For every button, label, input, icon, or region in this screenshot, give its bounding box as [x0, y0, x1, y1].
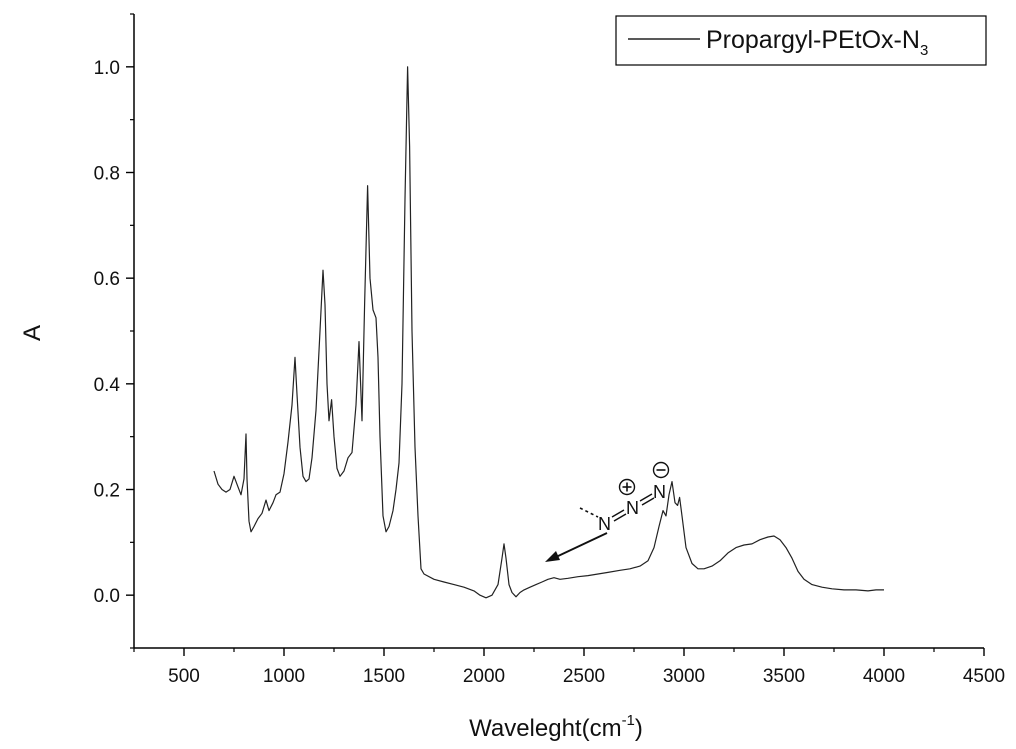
y-tick-label: 0.2 — [94, 481, 120, 502]
x-tick-label: 2000 — [463, 666, 505, 687]
annotation-arrowhead-icon — [545, 551, 560, 562]
x-axis-title-end: ) — [635, 715, 643, 742]
x-axis-title-superscript: -1 — [622, 712, 635, 729]
legend: Propargyl-PEtOx-N3 — [615, 15, 987, 66]
x-tick-label: 4500 — [963, 666, 1005, 687]
y-tick-label: 1.0 — [94, 58, 120, 79]
x-ticks: 500 1000 1500 2000 2500 3000 3500 4000 4500 — [133, 648, 1005, 687]
x-tick-label: 4000 — [863, 666, 905, 687]
series-line-propargyl-petox-n3 — [213, 66, 884, 599]
azide-annotation: N N N — [545, 461, 670, 562]
x-tick-label: 3000 — [663, 666, 705, 687]
legend-label-main: Propargyl-PEtOx-N — [706, 26, 920, 54]
x-axis-title: Waveleght(cm-1) — [469, 712, 643, 742]
legend-label: Propargyl-PEtOx-N3 — [706, 26, 928, 59]
x-tick-label: 1000 — [263, 666, 305, 687]
x-tick-label: 500 — [168, 666, 200, 687]
y-tick-label: 0.6 — [94, 269, 120, 290]
y-tick-label: 0.8 — [94, 164, 120, 185]
axes: 500 1000 1500 2000 2500 3000 3500 4000 4500 0.00… — [94, 13, 1005, 687]
azide-n1: N — [598, 514, 611, 534]
y-tick-label: 0.0 — [94, 586, 120, 607]
x-axis-title-main: Waveleght(cm — [469, 715, 621, 742]
azide-double-bond-2a — [639, 493, 653, 502]
y-tick-label: 0.4 — [94, 375, 121, 396]
minus-charge-icon — [652, 461, 670, 479]
legend-label-subscript: 3 — [920, 42, 928, 59]
y-axis-title: A — [19, 325, 46, 341]
azide-n3: N — [653, 482, 666, 502]
azide-n2: N — [626, 498, 639, 518]
x-tick-label: 1500 — [363, 666, 405, 687]
y-ticks: 0.0 0.2 0.4 0.6 0.8 1.0 — [94, 13, 134, 649]
azide-double-bond-1b — [613, 513, 627, 522]
x-tick-label: 2500 — [563, 666, 605, 687]
annotation-arrow-shaft — [555, 532, 608, 558]
azide-double-bond-1a — [611, 509, 625, 518]
azide-dashed-bond — [579, 507, 599, 518]
azide-double-bond-2b — [641, 497, 655, 506]
legend-box — [615, 15, 987, 66]
x-tick-label: 3500 — [763, 666, 805, 687]
plus-charge-icon — [618, 478, 636, 496]
